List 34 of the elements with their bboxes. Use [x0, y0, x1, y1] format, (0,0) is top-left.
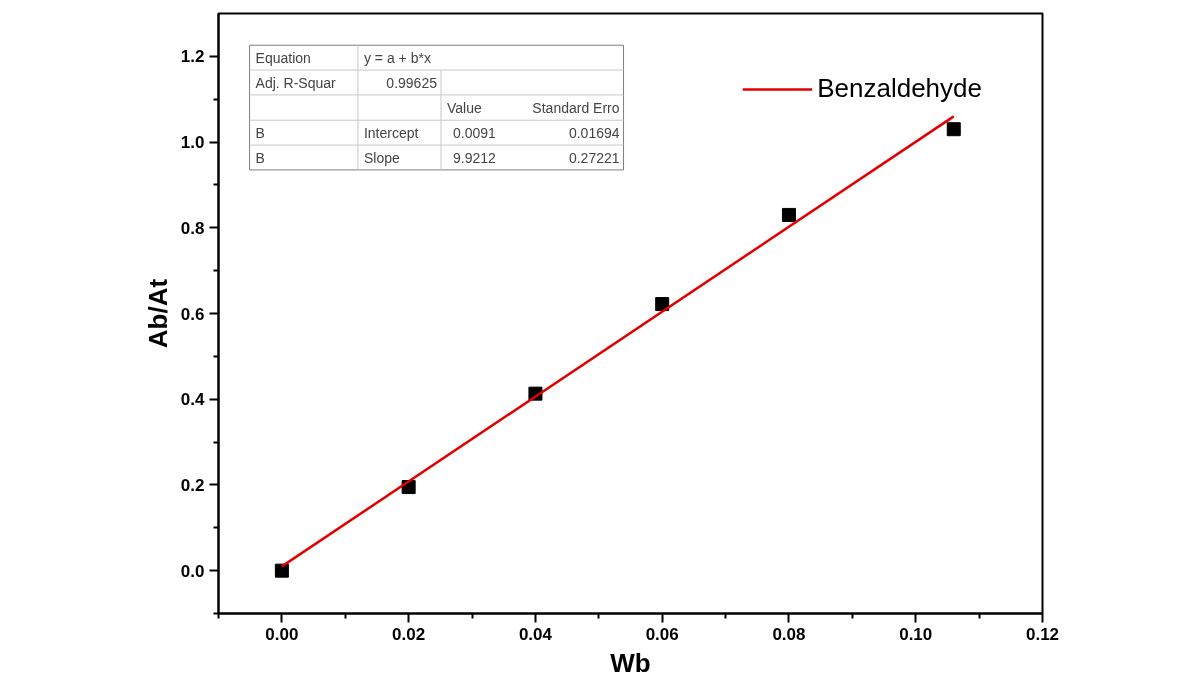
annotation: y = a + b*x: [363, 49, 431, 66]
y-tick-label: 0.2: [180, 475, 205, 495]
x-tick-label: 0.06: [645, 624, 679, 644]
annotation: 0.99625: [386, 74, 438, 91]
annotation: 0.0091: [452, 124, 497, 141]
point: [274, 563, 289, 578]
annotation: Slope: [363, 149, 400, 166]
annotation: 9.9212: [452, 149, 497, 166]
y-tick-label: 0.8: [180, 218, 205, 238]
y-axis-title: Ab/At: [142, 278, 173, 349]
annotation: Equation: [255, 49, 311, 66]
annotation: B: [255, 124, 265, 141]
x-axis-title: Wb: [610, 647, 651, 678]
y-tick-label: 0.6: [180, 304, 205, 324]
annotation: 0.27221: [568, 149, 620, 166]
y-tick-label: 0.0: [180, 561, 205, 581]
y-tick-label: 1.2: [180, 47, 205, 67]
x-tick-label: 0.10: [899, 624, 933, 644]
annotation: Value: [446, 99, 482, 116]
annotation: B: [255, 149, 265, 166]
point: [946, 122, 961, 137]
legend-label: Benzaldehyde: [817, 73, 982, 104]
point: [781, 207, 796, 222]
x-tick-label: 0.00: [265, 624, 299, 644]
annotation: 0.01694: [568, 124, 620, 141]
x-tick-label: 0.08: [772, 624, 806, 644]
x-tick-label: 0.12: [1025, 624, 1060, 644]
x-tick-label: 0.02: [392, 624, 426, 644]
annotation: Standard Erro: [532, 99, 620, 116]
x-tick-label: 0.04: [518, 624, 553, 644]
y-tick-label: 0.4: [180, 390, 206, 410]
y-tick-label: 1.0: [180, 133, 205, 153]
annotation: Adj. R-Squar: [255, 74, 337, 91]
annotation: Intercept: [363, 124, 419, 141]
